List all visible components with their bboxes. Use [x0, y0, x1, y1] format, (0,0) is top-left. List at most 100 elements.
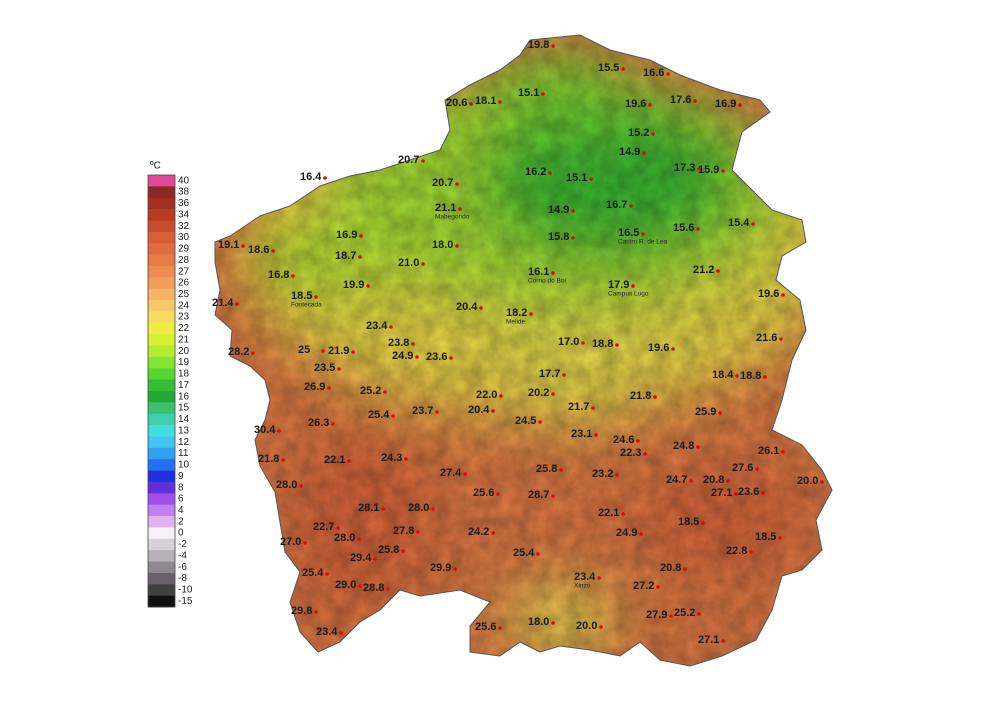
station-temp: 18.2 — [506, 307, 527, 319]
station-temp: 16.7 — [606, 199, 627, 211]
station-marker — [651, 132, 655, 136]
station-marker — [693, 99, 697, 103]
station-temp: 22.1 — [598, 507, 619, 519]
station-temp: 18.7 — [335, 250, 356, 262]
station-temp: 23.8 — [388, 337, 409, 349]
station-temp: 15.6 — [673, 222, 694, 234]
station-marker — [551, 494, 555, 498]
station-marker — [359, 234, 363, 238]
station-temp: 26.9 — [304, 381, 325, 393]
station-temp: 15.1 — [566, 172, 587, 184]
station-temp: 16.9 — [715, 98, 736, 110]
station-temp: 23.5 — [314, 362, 335, 374]
legend-label: 9 — [178, 471, 184, 482]
station-temp: 27.1 — [698, 634, 719, 646]
station-temp: 28.7 — [528, 489, 549, 501]
station-temp: 20.6 — [446, 97, 467, 109]
legend-swatch — [148, 459, 175, 471]
station-marker — [366, 284, 370, 288]
station-temp: 21.8 — [258, 453, 279, 465]
legend-label: 40 — [178, 175, 190, 186]
stations: 19.8 15.5 16.6 15.1 20.6 18.1 19.6 17.6 16.9 15.2… — [212, 39, 824, 646]
station-temp: 15.2 — [628, 127, 649, 139]
station-temp: 25.2 — [674, 607, 695, 619]
station-marker — [779, 337, 783, 341]
station-name: Corno do Boi — [528, 278, 566, 285]
station-marker — [697, 167, 701, 171]
station-marker — [666, 72, 670, 76]
legend-swatch — [148, 186, 175, 199]
station-temp: 18.0 — [528, 616, 549, 628]
legend-swatch — [148, 300, 175, 312]
station-temp: 24.2 — [468, 526, 489, 538]
station-temp: 25.8 — [536, 463, 557, 475]
station-marker — [415, 355, 419, 359]
legend-label: 17 — [178, 380, 190, 391]
station-marker — [347, 459, 351, 463]
station-temp: 25.6 — [473, 487, 494, 499]
station-marker — [594, 433, 598, 437]
station-temp: 23.4 — [366, 320, 388, 332]
station-temp: 17.9 — [608, 279, 629, 291]
station-temp: 25.4 — [513, 547, 535, 559]
legend-swatch — [148, 288, 175, 301]
station-marker — [277, 429, 281, 433]
station-temp: 24.3 — [381, 452, 402, 464]
station-temp: 20.8 — [703, 474, 724, 486]
station-temp: 22.8 — [726, 545, 747, 557]
station-temp: 27.8 — [393, 525, 414, 537]
station-temp: 16.4 — [300, 171, 322, 183]
legend-label: 14 — [178, 414, 190, 425]
legend-label: 10 — [178, 460, 190, 471]
station-marker — [738, 103, 742, 107]
station-temp: 20.8 — [660, 562, 681, 574]
legend: 4038363432302928272625242322212019181716… — [147, 174, 193, 608]
legend-label: 36 — [178, 198, 190, 209]
station-temp: 25.4 — [302, 567, 324, 579]
station-marker — [599, 625, 603, 629]
legend-swatch — [148, 243, 175, 255]
station-marker — [716, 269, 720, 273]
station-marker — [551, 271, 555, 275]
station-marker — [281, 458, 285, 462]
station-marker — [621, 67, 625, 71]
station-marker — [781, 450, 785, 454]
legend-swatch — [148, 561, 175, 574]
legend-label: -2 — [178, 539, 187, 550]
station-temp: 18.1 — [475, 95, 496, 107]
station-marker — [701, 521, 705, 525]
legend-swatch — [148, 436, 175, 449]
station-temp: 24.8 — [673, 440, 694, 452]
station-name: Fontecada — [291, 302, 322, 309]
station-marker — [235, 302, 239, 306]
station-temp: 16.2 — [525, 166, 546, 178]
station-temp: 23.7 — [412, 405, 433, 417]
map-fill — [215, 35, 832, 666]
station-temp: 21.7 — [568, 401, 589, 413]
station-temp: 20.2 — [528, 387, 549, 399]
station-marker — [529, 312, 533, 316]
station-temp: 20.4 — [468, 404, 490, 416]
station-temp: 15.8 — [548, 231, 569, 243]
station-marker — [491, 409, 495, 413]
station-marker — [653, 395, 657, 399]
station-temp: 21.4 — [212, 297, 234, 309]
legend-label: 19 — [178, 357, 190, 368]
legend-swatch — [148, 391, 175, 403]
station-marker — [548, 171, 552, 175]
station-marker — [615, 473, 619, 477]
station-temp: 27.2 — [633, 580, 654, 592]
station-temp: 21.0 — [398, 257, 419, 269]
station-marker — [820, 480, 824, 484]
station-marker — [671, 347, 675, 351]
legend-swatch — [148, 447, 175, 460]
station-temp: 23.6 — [426, 351, 447, 363]
station-temp: 19.6 — [625, 98, 646, 110]
station-marker — [551, 44, 555, 48]
legend-swatch — [148, 379, 175, 392]
station-temp: 21.8 — [630, 390, 651, 402]
station-marker — [463, 472, 467, 476]
legend-label: 38 — [178, 187, 190, 198]
station-marker — [639, 532, 643, 536]
